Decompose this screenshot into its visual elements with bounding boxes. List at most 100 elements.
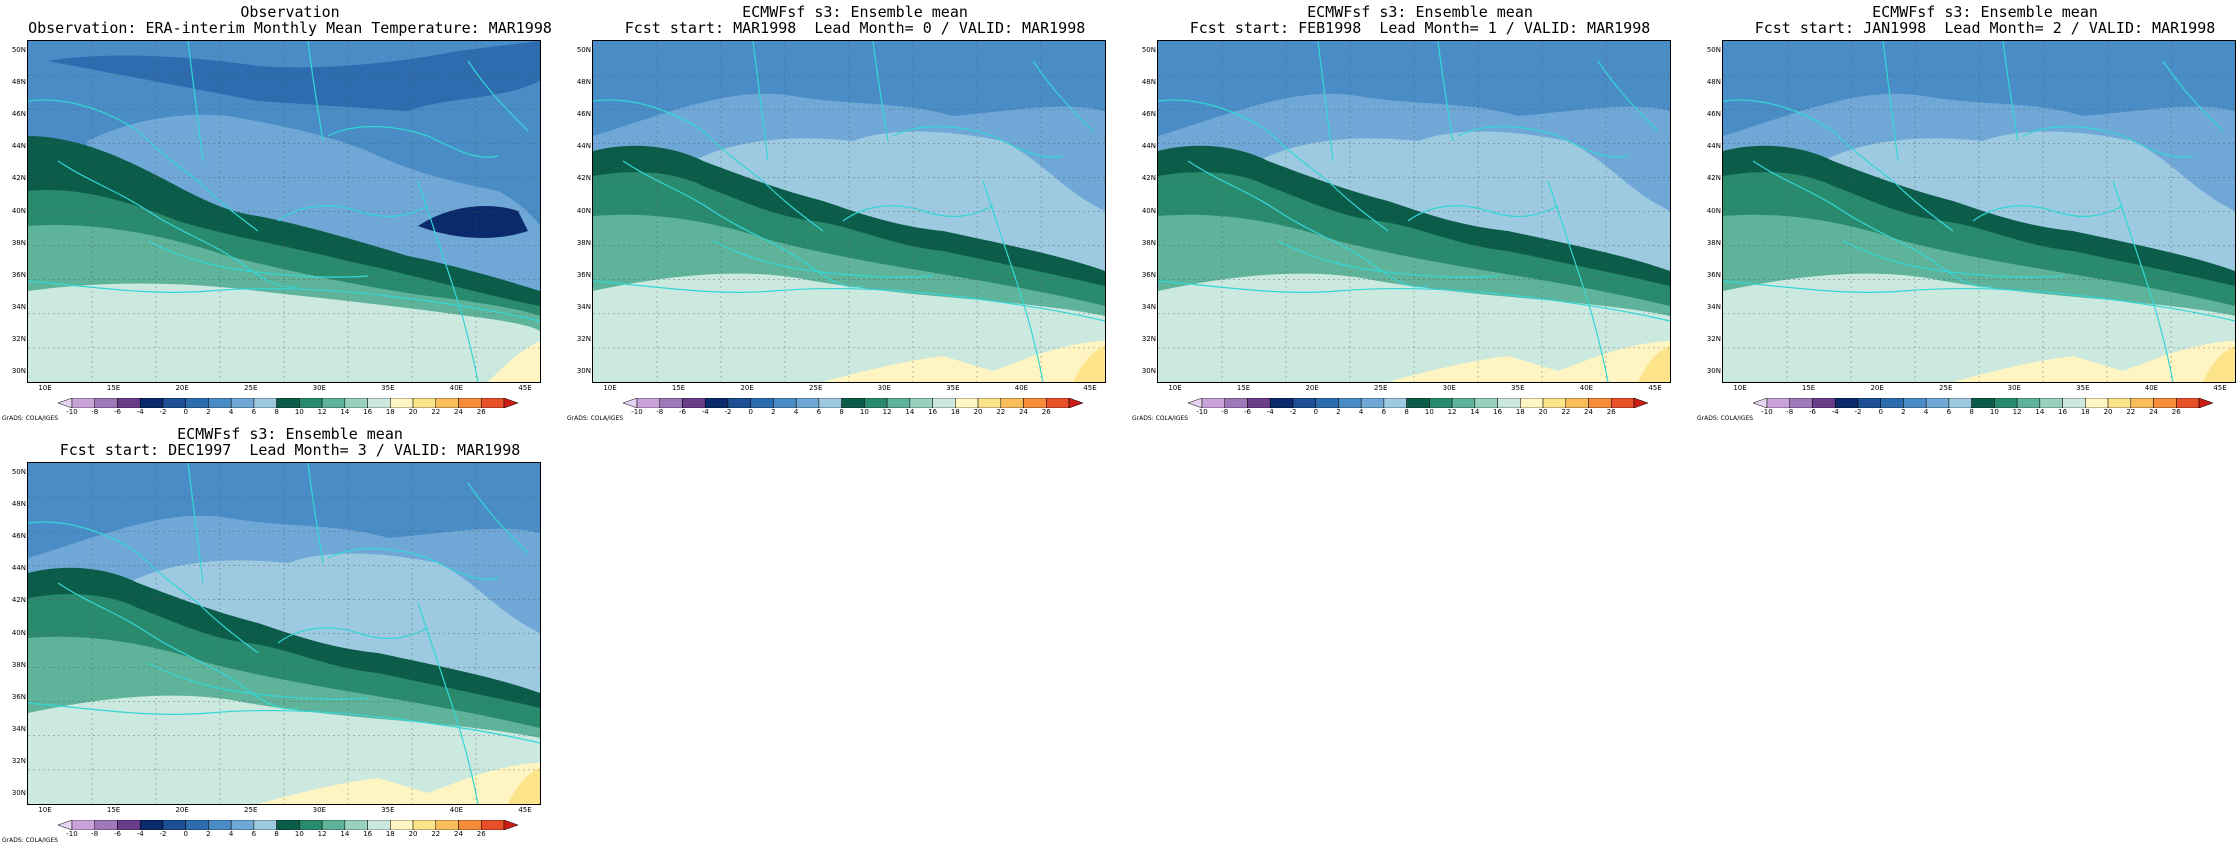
colorbar-label: 22 <box>1561 408 1571 416</box>
panel-title: ECMWFsf s3: Ensemble mean <box>1307 3 1533 21</box>
lon-label: 30E <box>312 806 326 814</box>
colorbar-label: 0 <box>1313 408 1318 416</box>
lon-label: 15E <box>106 384 121 392</box>
colorbar-swatch <box>481 820 505 830</box>
colorbar-swatch <box>1857 398 1881 408</box>
colorbar-label: 0 <box>183 408 188 416</box>
lat-label: 30N <box>11 789 26 797</box>
lat-label: 42N <box>11 174 26 183</box>
colorbar: -10 -8 -6 -4 -2 0 2 4 6 8 10 12 14 16 18 20 22 24 26 <box>1753 398 2213 416</box>
colorbar-label: -4 <box>1266 408 1274 416</box>
lon-label: 40E <box>449 384 464 392</box>
colorbar-swatch <box>1948 398 1972 408</box>
colorbar-swatch <box>704 398 729 408</box>
colorbar-swatch <box>253 820 277 830</box>
lat-label: 32N <box>1706 334 1721 343</box>
lon-label: 20E <box>1870 384 1884 392</box>
lon-label: 25E <box>809 384 823 392</box>
colorbar-swatch <box>1565 398 1589 408</box>
colorbar-label: -10 <box>1761 408 1773 416</box>
lat-label: 50N <box>1141 46 1156 54</box>
colorbar-label: 16 <box>928 408 938 416</box>
coastline <box>892 125 1064 158</box>
colorbar-swatch <box>162 398 186 408</box>
temperature-band <box>258 763 540 804</box>
lat-label: 34N <box>576 302 591 311</box>
lon-label: 30E <box>312 384 326 392</box>
coastline <box>1842 240 2064 278</box>
colorbar-label: 22 <box>431 408 441 416</box>
lon-label: 45E <box>518 384 532 392</box>
colorbar-swatch <box>1520 398 1544 408</box>
credit-text: GrADS: COLA/IGES <box>1697 415 1754 422</box>
colorbar-swatch <box>276 398 300 408</box>
colorbar-swatch <box>321 820 346 830</box>
colorbar-swatch <box>390 820 414 830</box>
colorbar-label: 4 <box>793 408 799 416</box>
coastline <box>1317 41 1659 162</box>
coastline <box>982 180 1044 382</box>
colorbar-swatch <box>344 398 368 408</box>
lon-label: 30E <box>877 384 891 392</box>
lat-label: 36N <box>576 270 591 279</box>
colorbar: -10 -8 -6 -4 -2 0 2 4 6 8 10 12 14 16 18 20 22 24 26 <box>58 398 518 416</box>
map-canvas <box>28 41 540 382</box>
colorbar-swatch <box>2153 398 2177 408</box>
colorbar-label: -4 <box>136 408 144 416</box>
coastline <box>1547 180 1609 382</box>
lon-label: 25E <box>244 806 258 814</box>
colorbar-swatch <box>458 398 482 408</box>
lon-label: 35E <box>381 384 395 392</box>
lat-label: 44N <box>1141 142 1156 151</box>
colorbar-swatch <box>1766 398 1790 408</box>
colorbar-low-arrow <box>58 820 73 830</box>
lon-label: 35E <box>946 384 960 392</box>
lat-label: 38N <box>11 660 26 669</box>
lat-label: 50N <box>11 468 26 476</box>
coastline <box>2022 125 2194 158</box>
colorbar-swatch <box>1383 398 1407 408</box>
lat-label: 38N <box>11 238 26 247</box>
lon-label: 10E <box>1733 384 1747 392</box>
colorbar-swatch <box>2039 398 2063 408</box>
colorbar-low-arrow <box>1188 398 1203 408</box>
lat-label: 38N <box>1141 238 1156 247</box>
colorbar-swatch <box>1000 398 1024 408</box>
colorbar-graphic <box>58 398 518 408</box>
colorbar-label: 24 <box>454 830 463 838</box>
lat-label: 36N <box>1141 270 1156 279</box>
coastline <box>842 205 994 222</box>
lon-label: 20E <box>1305 384 1319 392</box>
colorbar-swatch <box>977 398 1002 408</box>
colorbar-label: 20 <box>973 408 983 416</box>
coastline <box>28 99 259 232</box>
colorbar-label: 2 <box>206 830 211 838</box>
colorbar-swatch <box>1789 398 1813 408</box>
colorbar-label: 16 <box>363 830 373 838</box>
colorbar-label: 8 <box>274 408 279 416</box>
colorbar-label: 10 <box>294 408 304 416</box>
colorbar-graphic <box>58 820 518 830</box>
lat-label: 40N <box>576 206 591 215</box>
colorbar-label: -4 <box>1831 408 1839 416</box>
colorbar-label: -6 <box>1243 408 1251 416</box>
colorbar-swatch <box>1406 398 1430 408</box>
colorbar-label: 10 <box>294 830 304 838</box>
lon-label: 15E <box>1801 384 1816 392</box>
colorbar-swatch <box>1903 398 1927 408</box>
lon-label: 40E <box>449 806 464 814</box>
colorbar-swatch <box>1224 398 1248 408</box>
colorbar-swatch <box>818 398 842 408</box>
colorbar-label: 6 <box>816 408 822 416</box>
coastline <box>1723 99 1954 232</box>
colorbar-label: 6 <box>251 408 257 416</box>
coastline <box>1723 280 2235 322</box>
coastline <box>327 125 499 158</box>
colorbar-label: -2 <box>1854 408 1862 416</box>
lat-label: 48N <box>1141 78 1156 87</box>
colorbar-label: 2 <box>1336 408 1341 416</box>
colorbar-label: 16 <box>1493 408 1503 416</box>
colorbar-label: 14 <box>340 830 350 838</box>
colorbar-graphic <box>1188 398 1648 408</box>
lat-label: 34N <box>11 724 26 733</box>
